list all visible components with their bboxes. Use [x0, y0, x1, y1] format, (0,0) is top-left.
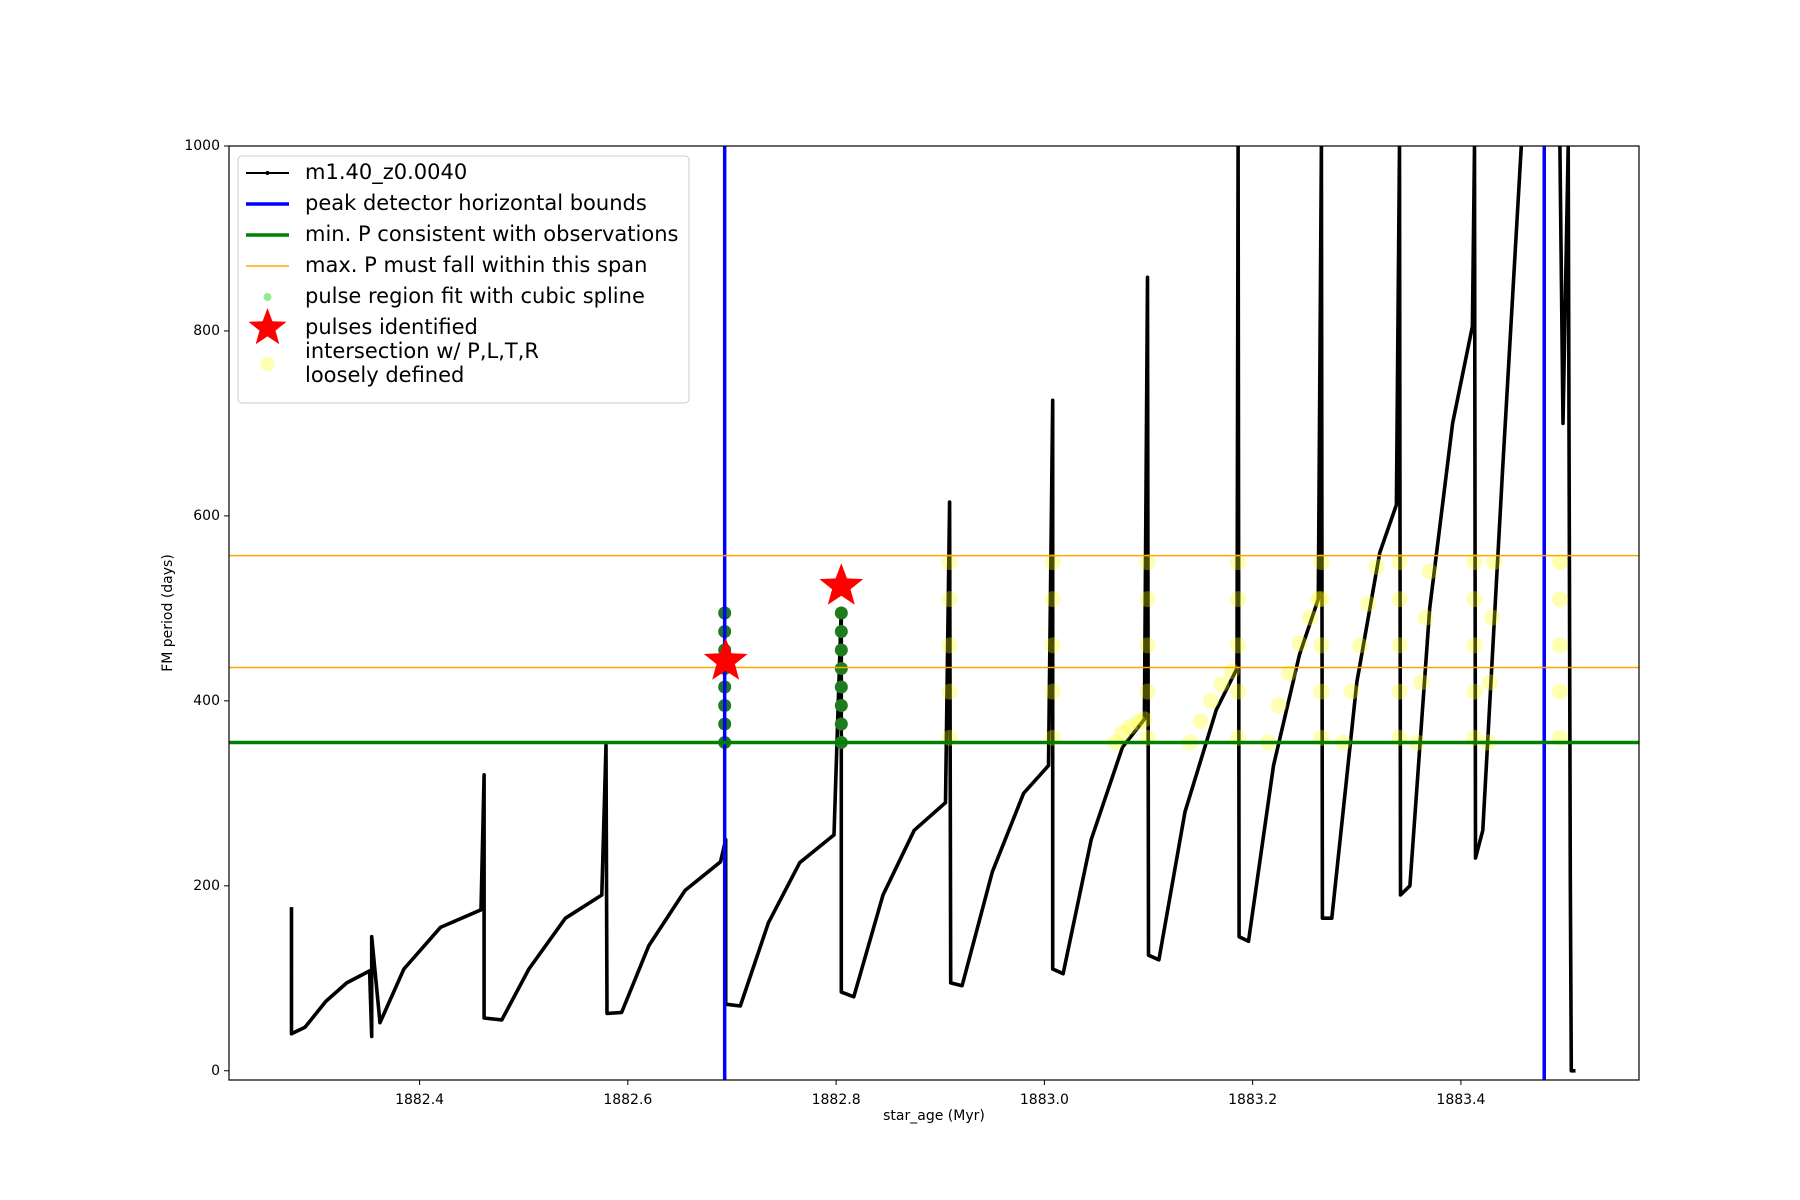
scatter-point — [834, 606, 848, 620]
scatter-point — [1136, 711, 1153, 728]
axes: 1882.4 1882.6 1882.8 1883.0 1883.2 1883.4 0 200… — [184, 138, 1485, 1108]
scatter-point — [1213, 676, 1230, 693]
legend-label: m1.40_z0.0040 — [305, 160, 467, 185]
scatter-point — [1139, 637, 1156, 654]
scatter-point — [941, 554, 958, 571]
plot-area — [229, 146, 1639, 1080]
scatter-point — [1230, 591, 1247, 608]
scatter-point — [1313, 591, 1330, 608]
scatter-point — [1482, 674, 1499, 691]
scatter-point — [1301, 609, 1318, 626]
scatter-point — [1343, 683, 1360, 700]
x-tick-label: 1883.0 — [1020, 1092, 1069, 1108]
x-tick-label: 1883.4 — [1436, 1092, 1485, 1108]
scatter-point — [1281, 665, 1298, 682]
scatter-point — [1360, 595, 1377, 612]
scatter-point — [834, 661, 848, 675]
legend-label: peak detector horizontal bounds — [305, 191, 647, 215]
scatter-point — [1313, 554, 1330, 571]
scatter-point — [834, 680, 848, 694]
scatter-point — [941, 591, 958, 608]
scatter-point — [1044, 554, 1061, 571]
scatter-point — [1291, 635, 1308, 652]
scatter-point — [1313, 637, 1330, 654]
scatter-point — [1114, 725, 1131, 742]
y-tick-label: 800 — [193, 323, 220, 339]
scatter-point — [834, 624, 848, 638]
legend-handle — [260, 357, 275, 371]
legend-label: pulses identified — [305, 315, 478, 339]
scatter-point — [1466, 683, 1483, 700]
scatter-point — [1417, 609, 1434, 626]
scatter-point — [1368, 558, 1385, 575]
legend-label: pulse region fit with cubic spline — [305, 284, 645, 308]
scatter-point — [1466, 554, 1483, 571]
legend-handle-dot — [265, 171, 270, 175]
scatter-point — [1466, 591, 1483, 608]
scatter-point — [1223, 663, 1240, 680]
legend-label: min. P consistent with observations — [305, 222, 678, 246]
scatter-point — [941, 637, 958, 654]
scatter-point — [1230, 554, 1247, 571]
scatter-point — [1230, 683, 1247, 700]
scatter-point — [1351, 637, 1368, 654]
scatter-point — [1313, 683, 1330, 700]
legend-handle — [263, 293, 272, 301]
scatter-point — [1192, 713, 1209, 730]
x-tick-label: 1882.6 — [603, 1092, 652, 1108]
y-tick-label: 600 — [193, 508, 220, 524]
y-axis-label: FM period (days) — [160, 554, 176, 672]
scatter-point — [834, 698, 848, 712]
scatter-point — [1421, 563, 1438, 580]
x-tick-label: 1882.4 — [395, 1092, 444, 1108]
scatter-point — [1139, 591, 1156, 608]
data-line — [1558, 146, 1576, 1073]
x-tick-label: 1883.2 — [1228, 1092, 1277, 1108]
axes-frame — [228, 145, 1640, 1081]
scatter-point — [1044, 637, 1061, 654]
scatter-point — [1391, 637, 1408, 654]
scatter-point — [1391, 683, 1408, 700]
scatter-point — [1044, 683, 1061, 700]
scatter-point — [1139, 554, 1156, 571]
y-tick-label: 0 — [211, 1063, 220, 1079]
x-axis-label: star_age (Myr) — [883, 1108, 985, 1124]
data-line — [289, 146, 1524, 1039]
scatter-point — [1484, 609, 1501, 626]
x-tick-label: 1882.8 — [812, 1092, 861, 1108]
scatter-point — [1466, 637, 1483, 654]
scatter-point — [1203, 692, 1220, 709]
pulse-star — [703, 638, 748, 680]
pulse-star — [819, 563, 864, 605]
scatter-point — [941, 683, 958, 700]
scatter-point — [1551, 637, 1568, 654]
scatter-point — [1413, 674, 1430, 691]
scatter-point — [1230, 637, 1247, 654]
y-tick-label: 400 — [193, 693, 220, 709]
y-tick-label: 1000 — [184, 138, 220, 154]
scatter-point — [1551, 683, 1568, 700]
legend-handle — [248, 308, 287, 345]
legend-label: max. P must fall within this span — [305, 253, 647, 277]
scatter-point — [1551, 591, 1568, 608]
legend-label: intersection w/ P,L,T,R loosely defined — [305, 339, 539, 387]
y-tick-label: 200 — [193, 878, 220, 894]
scatter-point — [1270, 697, 1287, 714]
legend-box — [237, 155, 690, 404]
scatter-point — [834, 643, 848, 657]
scatter-point — [1044, 591, 1061, 608]
scatter-point — [1391, 591, 1408, 608]
scatter-point — [1391, 554, 1408, 571]
scatter-point — [1310, 591, 1327, 608]
scatter-point — [1121, 718, 1138, 735]
scatter-point — [1486, 554, 1503, 571]
scatter-point — [834, 717, 848, 731]
scatter-point — [1139, 683, 1156, 700]
scatter-point — [1551, 554, 1568, 571]
scatter-point — [1130, 714, 1147, 731]
